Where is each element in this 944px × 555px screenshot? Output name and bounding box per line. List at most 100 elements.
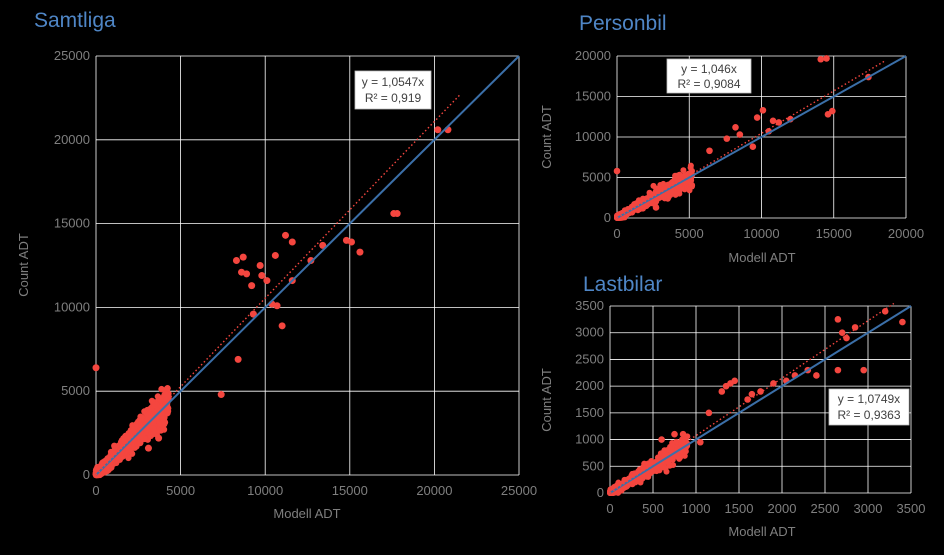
data-point [662, 465, 669, 472]
identity-line [616, 55, 907, 219]
x-tick-label: 10000 [743, 226, 779, 241]
data-point [688, 183, 695, 190]
x-tick-label: 15000 [816, 226, 852, 241]
data-point [393, 210, 401, 218]
data-point [288, 238, 296, 246]
data-point [671, 430, 678, 438]
data-point [843, 334, 850, 342]
y-tick-labels: 0 5000 10000 15000 20000 25000 [54, 48, 90, 482]
data-point [706, 147, 713, 155]
x-tick-label: 20000 [888, 226, 924, 241]
data-point [748, 390, 756, 398]
data-point [829, 107, 836, 115]
data-point [158, 385, 165, 393]
chart-personbil: Personbil 0 5000 10000 15000 20000 0 5000 1000… [539, 12, 924, 265]
x-tick-labels: 0 500 1000 1500 2000 2500 3000 3500 [606, 501, 925, 516]
y-tick-label: 2000 [575, 378, 604, 393]
x-axis-label: Modell ADT [273, 506, 340, 521]
y-tick-label: 1000 [575, 432, 604, 447]
x-tick-label: 0 [606, 501, 613, 516]
data-point [129, 428, 137, 435]
data-point [159, 415, 167, 422]
r-squared: R² = 0,919 [365, 91, 422, 105]
y-tick-label: 1500 [575, 405, 604, 420]
data-point [157, 397, 164, 404]
y-tick-labels: 0 500 1000 1500 2000 2500 3000 3500 [575, 298, 604, 500]
x-axis-label: Modell ADT [728, 250, 795, 265]
data-point [256, 262, 264, 269]
equation-line: y = 1,046x [681, 62, 737, 76]
plot-area [92, 55, 520, 479]
data-point [851, 324, 859, 331]
y-tick-label: 500 [582, 458, 604, 473]
plot-area [607, 302, 912, 496]
y-axis-label: Count ADT [539, 368, 554, 432]
y-tick-labels: 0 5000 10000 15000 20000 [575, 48, 611, 225]
y-tick-label: 3000 [575, 325, 604, 340]
data-point [665, 181, 672, 188]
data-point [838, 329, 846, 337]
data-point [232, 256, 240, 264]
data-point [680, 167, 687, 174]
data-point [217, 391, 225, 399]
data-point [613, 167, 621, 175]
x-tick-labels: 0 5000 10000 15000 20000 [613, 226, 924, 241]
data-point [732, 123, 739, 131]
data-point [722, 382, 730, 390]
data-point [834, 316, 842, 323]
equation-line: y = 1,0749x [838, 392, 900, 406]
data-point [676, 190, 683, 197]
chart-samtliga: Samtliga 0 5000 10000 15000 20000 25000 0 5000… [16, 9, 537, 521]
chart-title: Samtliga [34, 9, 116, 32]
y-tick-label: 10000 [575, 129, 611, 144]
data-point [769, 117, 777, 125]
data-point [342, 236, 350, 244]
r-squared: R² = 0,9363 [837, 408, 900, 422]
y-axis-label: Count ADT [539, 105, 554, 169]
data-point [319, 241, 327, 249]
data-point [234, 355, 242, 363]
y-tick-label: 3500 [575, 298, 604, 313]
data-point [663, 191, 670, 198]
data-point [749, 143, 757, 151]
x-tick-label: 10000 [247, 483, 283, 498]
x-tick-label: 500 [642, 501, 664, 516]
x-tick-label: 3500 [897, 501, 926, 516]
x-tick-label: 1500 [725, 501, 754, 516]
data-point [646, 192, 653, 199]
data-point [649, 468, 656, 475]
data-point [149, 430, 157, 438]
data-point [121, 438, 128, 445]
equation-line: y = 1,0547x [362, 75, 424, 89]
data-point [307, 256, 315, 264]
data-point [775, 119, 783, 126]
plot-area [613, 55, 907, 221]
x-tick-label: 2500 [811, 501, 840, 516]
data-point [665, 459, 672, 466]
y-tick-label: 0 [597, 485, 604, 500]
data-point [150, 425, 157, 432]
y-tick-label: 5000 [61, 383, 90, 398]
data-point [899, 318, 906, 326]
data-point [111, 444, 119, 451]
data-point [248, 282, 256, 290]
data-point [356, 248, 364, 256]
data-point [92, 364, 100, 372]
y-axis-label: Count ADT [16, 233, 31, 297]
data-point [679, 437, 686, 444]
data-point [653, 185, 660, 192]
chart-lastbilar: Lastbilar 0 500 1000 1500 2000 2500 3000 3500 0… [539, 273, 925, 539]
data-point [675, 454, 682, 461]
data-point [157, 427, 165, 434]
data-point [137, 429, 144, 436]
x-axis-label: Modell ADT [728, 524, 795, 539]
data-point [239, 253, 247, 261]
x-tick-label: 0 [92, 483, 99, 498]
data-point [271, 251, 279, 259]
data-point [736, 131, 744, 138]
data-point [273, 302, 281, 310]
x-tick-label: 15000 [332, 483, 368, 498]
data-point [144, 444, 152, 452]
data-point [125, 454, 132, 462]
